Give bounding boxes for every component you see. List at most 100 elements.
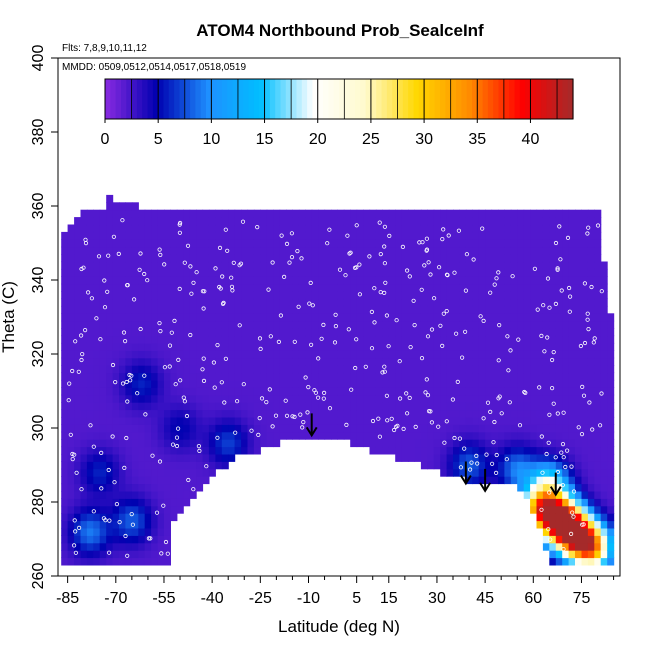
heatmap-cell [594, 335, 602, 344]
heatmap-cell [549, 439, 557, 448]
heatmap-cell [587, 320, 595, 329]
sample-point [456, 228, 461, 233]
heatmap-cell [164, 439, 171, 448]
heatmap-cell [530, 350, 538, 359]
sample-point [367, 254, 372, 259]
sample-point [372, 286, 377, 291]
colorbar-swatch [360, 79, 367, 119]
heatmap-cell [523, 254, 531, 263]
heatmap-cell [343, 298, 351, 307]
heatmap-cell [298, 365, 306, 374]
heatmap-cell [498, 439, 505, 448]
heatmap-cell [86, 372, 94, 381]
heatmap-cell [215, 268, 223, 277]
heatmap-cell [427, 357, 435, 366]
heatmap-cell [86, 476, 94, 485]
heatmap-cell [440, 335, 448, 344]
heatmap-cell [99, 535, 107, 544]
heatmap-cell [144, 313, 152, 322]
heatmap-cell [228, 424, 236, 433]
heatmap-cell [279, 313, 287, 322]
heatmap-cell [562, 453, 570, 462]
heatmap-cell [562, 254, 570, 263]
chart-title: ATOM4 Northbound Prob_SealceInf [196, 21, 484, 40]
heatmap-cell [215, 217, 223, 226]
heatmap-cell [86, 283, 94, 292]
heatmap-cell [549, 542, 557, 551]
heatmap-cell [555, 461, 563, 470]
heatmap-cell [228, 350, 236, 359]
heatmap-cell [459, 328, 467, 337]
heatmap-cell [549, 394, 557, 403]
heatmap-cell [86, 350, 94, 359]
heatmap-cell [568, 298, 576, 307]
heatmap-cell [196, 261, 204, 270]
heatmap-cell [356, 320, 364, 329]
heatmap-cell [318, 394, 326, 403]
heatmap-cell [581, 231, 589, 240]
heatmap-cell [600, 490, 608, 499]
heatmap-cell [292, 379, 300, 388]
heatmap-cell [106, 557, 114, 566]
heatmap-cell [112, 268, 120, 277]
heatmap-cell [600, 342, 608, 351]
heatmap-cell [253, 402, 261, 411]
heatmap-cell [61, 276, 69, 285]
heatmap-cell [61, 513, 69, 522]
heatmap-cell [176, 276, 184, 285]
sample-point [181, 395, 186, 400]
heatmap-cell [260, 254, 268, 263]
heatmap-cell [549, 409, 557, 418]
heatmap-cell [86, 498, 94, 507]
heatmap-cell [228, 446, 236, 455]
sample-point [306, 384, 311, 390]
heatmap-cell [549, 498, 557, 507]
colorbar-swatch [184, 79, 191, 119]
heatmap-cell [587, 342, 595, 351]
heatmap-cell [453, 439, 460, 448]
heatmap-cell [196, 365, 204, 374]
heatmap-cell [350, 424, 358, 433]
heatmap-cell [93, 298, 101, 307]
heatmap-cell [472, 431, 480, 440]
heatmap-cell [112, 276, 120, 285]
heatmap-cell [176, 402, 184, 411]
heatmap-cell [555, 217, 563, 226]
heatmap-cell [587, 394, 595, 403]
colorbar-swatch [535, 79, 542, 119]
heatmap-cell [459, 416, 467, 425]
heatmap-cell [478, 239, 486, 248]
heatmap-cell [273, 291, 281, 300]
heatmap-cell [273, 224, 281, 233]
sample-point [557, 224, 562, 229]
heatmap-cell [74, 305, 82, 314]
heatmap-cell [221, 350, 229, 359]
heatmap-cell [459, 379, 467, 388]
heatmap-cell [375, 209, 383, 218]
heatmap-cell [542, 542, 550, 551]
heatmap-cell [607, 365, 615, 374]
heatmap-cell [504, 217, 512, 226]
heatmap-cell [202, 291, 210, 300]
heatmap-cell [202, 276, 210, 285]
heatmap-cell [80, 231, 88, 240]
heatmap-cell [510, 209, 518, 218]
heatmap-cell [234, 416, 242, 425]
heatmap-cell [112, 505, 120, 514]
heatmap-cell [382, 387, 390, 396]
heatmap-cell [151, 328, 159, 337]
heatmap-cell [472, 224, 480, 233]
heatmap-cell [375, 239, 383, 248]
heatmap-cell [472, 298, 480, 307]
heatmap-cell [106, 350, 114, 359]
heatmap-cell [440, 328, 448, 337]
sample-point [213, 266, 218, 271]
heatmap-cell [151, 342, 159, 351]
heatmap-cell [427, 409, 435, 418]
heatmap-cell [176, 298, 184, 307]
sample-point [480, 226, 485, 231]
heatmap-cell [286, 409, 293, 418]
heatmap-cell [260, 231, 268, 240]
heatmap-cell [208, 372, 216, 381]
heatmap-cell [536, 298, 544, 307]
